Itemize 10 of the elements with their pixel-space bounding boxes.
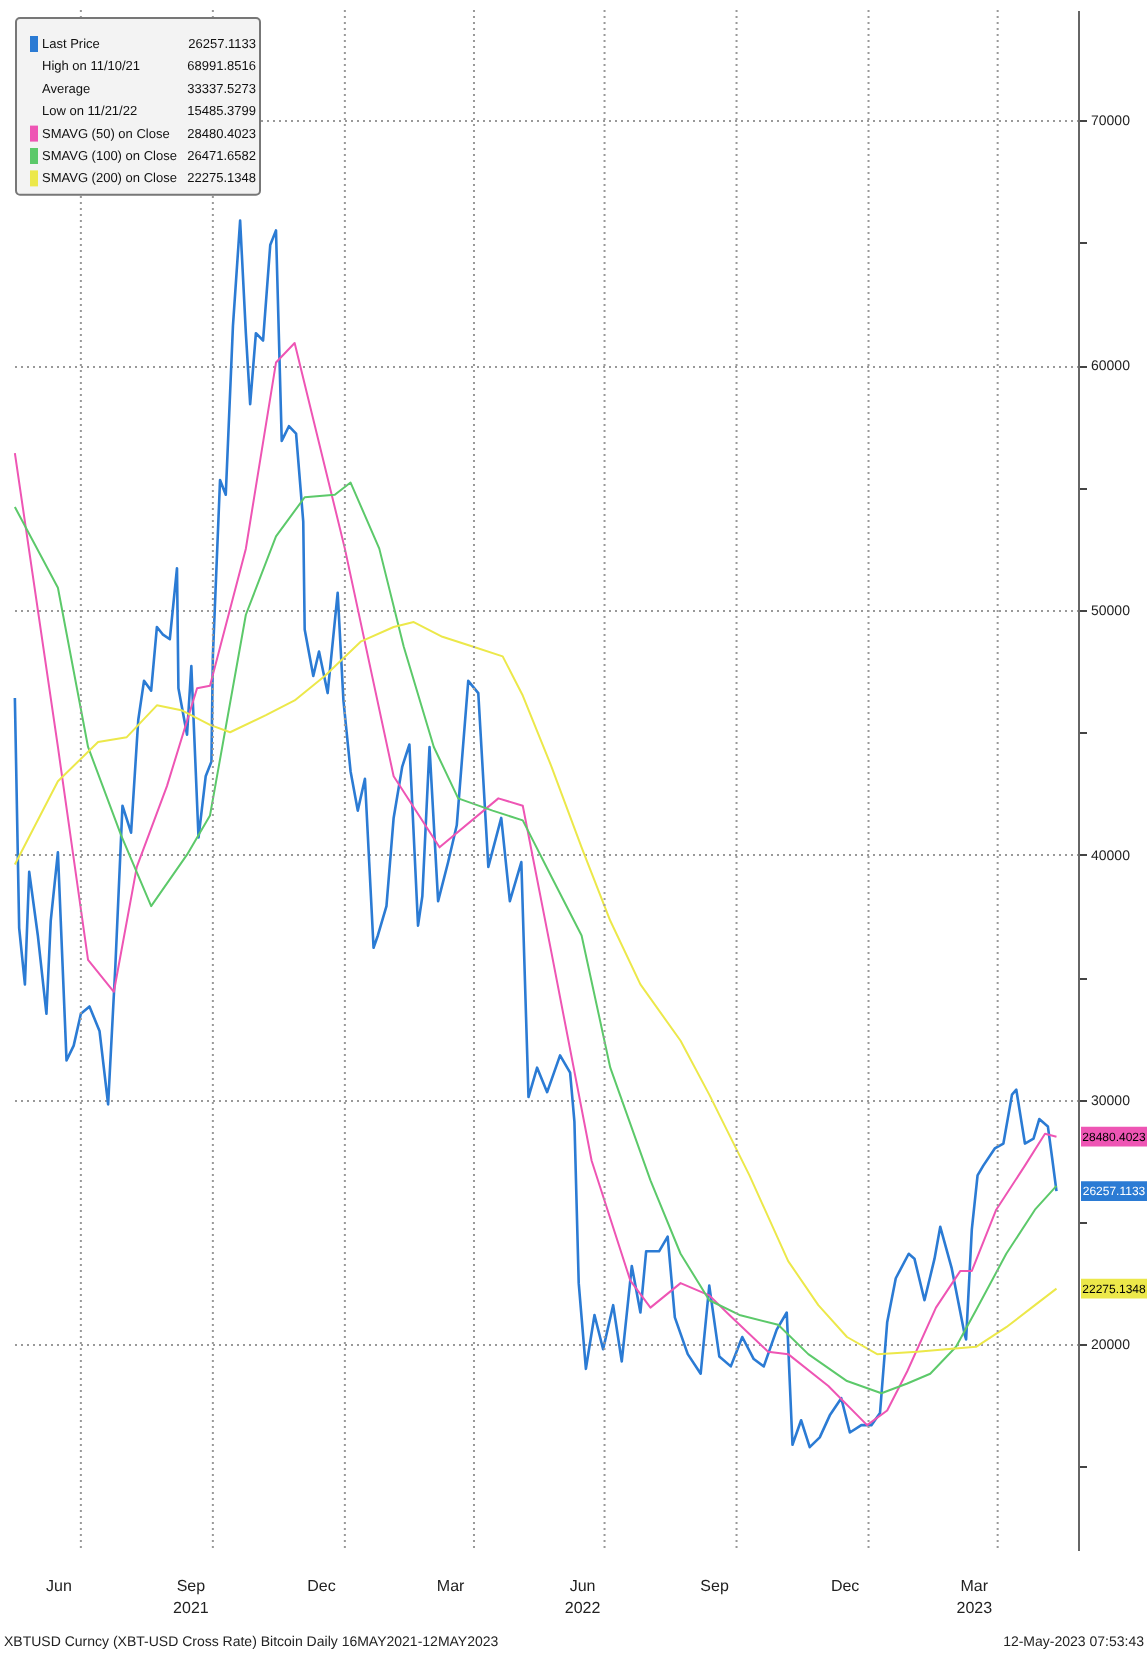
x-tick-label: Sep 2021 xyxy=(173,1577,210,1617)
line-series xyxy=(13,481,1058,1395)
x-tick-label: Sep xyxy=(700,1577,730,1595)
line-series xyxy=(13,621,1058,1356)
x-tick-label: Jun 2022 xyxy=(564,1577,602,1617)
x-tick-label: Mar xyxy=(436,1577,466,1595)
x-tick-label: Dec xyxy=(307,1577,336,1595)
x-tick-label: Mar 2023 xyxy=(956,1577,994,1617)
x-tick-label: Jun xyxy=(46,1577,72,1595)
x-tick-label: Dec xyxy=(830,1577,860,1595)
